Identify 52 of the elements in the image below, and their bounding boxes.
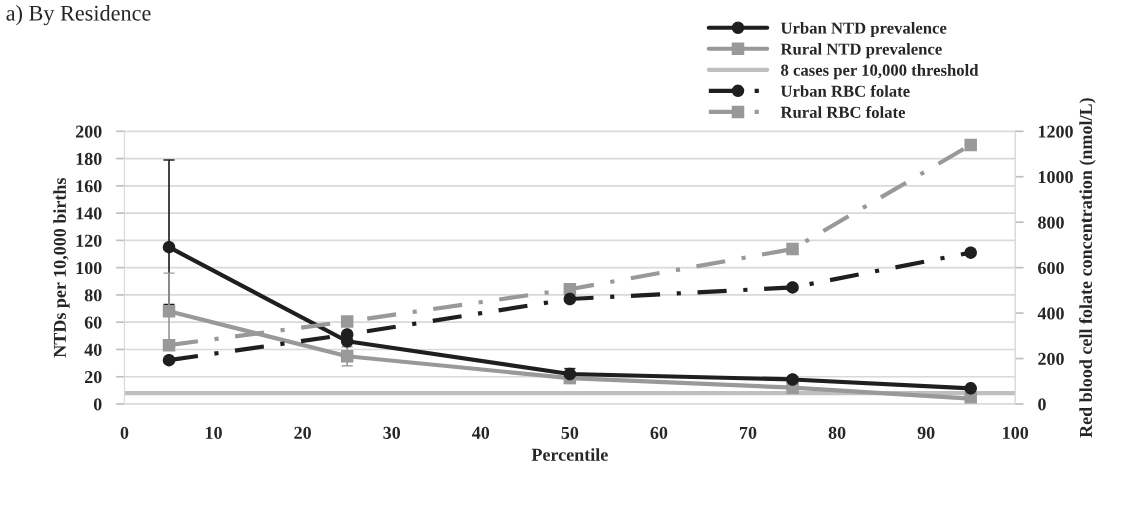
- chart-title: a) By Residence: [6, 5, 151, 26]
- y2-tick-label: 600: [1038, 261, 1064, 275]
- point: [786, 242, 799, 256]
- y-tick-label: 0: [93, 398, 102, 411]
- y2-tick-label: 800: [1038, 216, 1064, 229]
- point: [162, 353, 176, 367]
- point: [786, 373, 799, 386]
- y2-axis-title: Red blood cell folate concentration (nmol/L): [1079, 98, 1096, 438]
- point: [162, 338, 176, 352]
- point: [563, 292, 577, 306]
- point: [786, 281, 799, 294]
- y-tick-label: 80: [84, 289, 102, 302]
- point: [340, 350, 354, 363]
- y2-tick-label: 400: [1037, 307, 1064, 320]
- point: [964, 246, 977, 259]
- x-tick-label: 90: [917, 426, 935, 439]
- x-tick-label: 20: [294, 426, 311, 439]
- legend-label: Rural RBC folate: [780, 106, 906, 118]
- point: [340, 315, 354, 328]
- x-tick-label: 100: [1003, 426, 1029, 439]
- x-tick-label: 30: [383, 426, 401, 439]
- legend-label: Urban RBC folate: [780, 84, 910, 97]
- y-tick-label: 40: [84, 343, 102, 356]
- legend-label: Urban NTD prevalence: [780, 21, 947, 38]
- x-axis-title: Percentile: [531, 448, 608, 461]
- y2-tick-label: 1000: [1038, 171, 1073, 184]
- point: [964, 382, 977, 395]
- y2-tick-label: 1200: [1038, 125, 1073, 138]
- y-tick-label: 200: [75, 125, 102, 138]
- point: [162, 305, 176, 318]
- x-tick-label: 40: [472, 426, 490, 439]
- x-tick-label: 60: [650, 426, 668, 439]
- legend-label: 8 cases per 10,000 threshold: [781, 64, 979, 80]
- x-tick-label: 50: [561, 426, 579, 439]
- point: [162, 240, 176, 254]
- x-tick-label: 0: [120, 426, 129, 439]
- y-tick-label: 180: [76, 152, 102, 166]
- legend-label: Rural NTD prevalence: [780, 43, 942, 59]
- y2-tick-label: 0: [1038, 398, 1046, 411]
- y-tick-label: 160: [76, 180, 102, 193]
- y-tick-label: 60: [84, 316, 102, 329]
- x-tick-label: 80: [828, 426, 846, 439]
- y2-tick-label: 200: [1038, 352, 1064, 365]
- y-tick-label: 140: [76, 207, 102, 220]
- x-tick-label: 10: [205, 426, 222, 439]
- x-tick-label: 70: [740, 426, 757, 439]
- point: [964, 138, 977, 152]
- y-axis-title: NTDs per 10,000 births: [53, 177, 70, 358]
- y-tick-label: 100: [76, 261, 102, 275]
- y-tick-label: 120: [76, 234, 102, 247]
- y-tick-label: 20: [84, 370, 102, 384]
- point: [563, 367, 577, 381]
